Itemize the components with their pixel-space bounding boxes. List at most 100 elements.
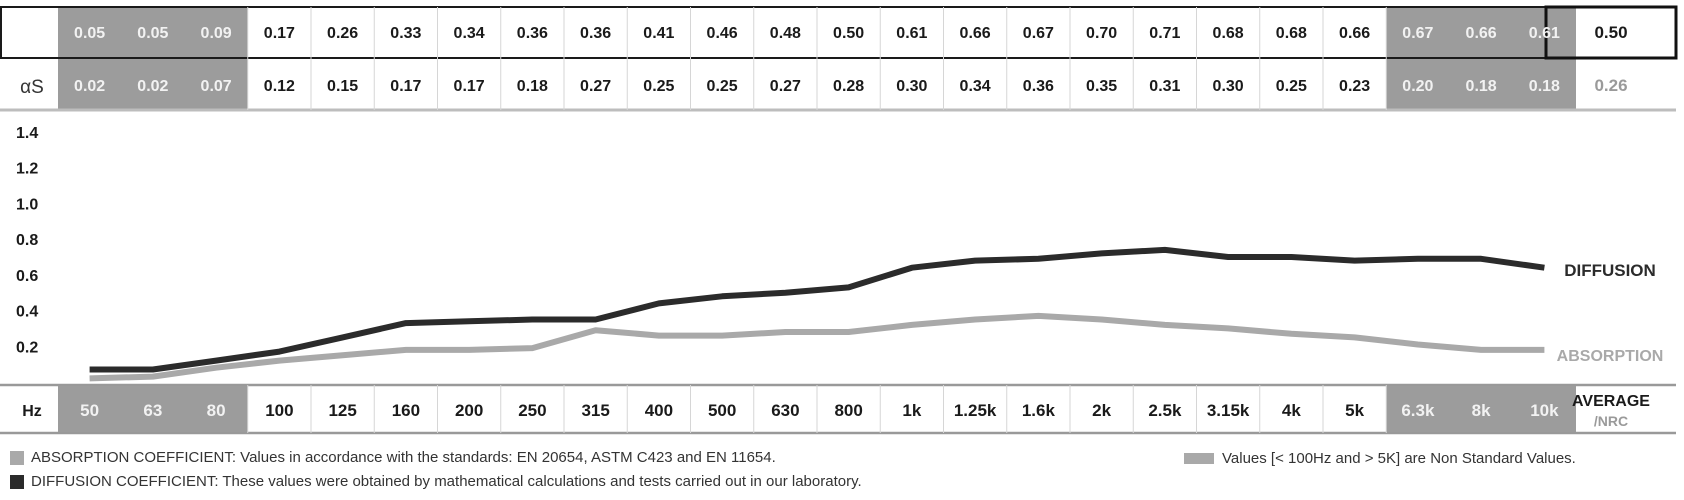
diffusion-value: 0.17 — [264, 25, 295, 42]
x-tick-label: 4k — [1282, 401, 1301, 420]
y-tick-label: 1.2 — [16, 161, 38, 178]
diffusion-value: 0.46 — [707, 25, 738, 42]
absorption-value: 0.30 — [1213, 78, 1244, 95]
legend-nonstandard: Values [< 100Hz and > 5K] are Non Standa… — [1184, 450, 1576, 467]
nonstandard-band-hz-1 — [1386, 385, 1576, 433]
x-tick-label: 63 — [143, 401, 162, 420]
diffusion-value: 0.66 — [1339, 25, 1370, 42]
x-tick-label: 50 — [80, 401, 99, 420]
x-tick-label: 1k — [902, 401, 921, 420]
absorption-value: 0.20 — [1402, 78, 1433, 95]
x-tick-label: 2.5k — [1148, 401, 1182, 420]
diffusion-value: 0.33 — [390, 25, 421, 42]
diffusion-value: 0.67 — [1402, 25, 1433, 42]
x-tick-label: 125 — [328, 401, 356, 420]
absorption-average-value: 0.26 — [1594, 76, 1627, 95]
x-tick-label: 1.25k — [954, 401, 997, 420]
nonstandard-swatch — [1184, 453, 1214, 464]
legend-diffusion-text: DIFFUSION COEFFICIENT: These values were… — [31, 473, 862, 490]
x-tick-label: 8k — [1472, 401, 1491, 420]
absorption-value: 0.27 — [580, 78, 611, 95]
absorption-value: 0.02 — [74, 78, 105, 95]
y-tick-label: 1.0 — [16, 196, 38, 213]
diffusion-value: 0.66 — [1466, 25, 1497, 42]
y-tick-label: 0.8 — [16, 232, 38, 249]
legend-diffusion: DIFFUSION COEFFICIENT: These values were… — [10, 473, 862, 490]
absorption-value: 0.17 — [390, 78, 421, 95]
absorption-value: 0.35 — [1086, 78, 1117, 95]
diffusion-value: 0.68 — [1276, 25, 1307, 42]
diffusion-value: 0.26 — [327, 25, 358, 42]
diffusion-value: 0.34 — [454, 25, 485, 42]
x-tick-label: 10k — [1530, 401, 1559, 420]
diffusion-value: 0.67 — [1023, 25, 1054, 42]
absorption-value: 0.30 — [896, 78, 927, 95]
absorption-value: 0.07 — [201, 78, 232, 95]
diffusion-value: 0.05 — [137, 25, 168, 42]
x-tick-label: 80 — [207, 401, 226, 420]
diffusion-line — [89, 246, 1545, 373]
diffusion-series-label: DIFFUSION — [1564, 261, 1656, 280]
legend-nonstandard-text: Values [< 100Hz and > 5K] are Non Standa… — [1222, 450, 1576, 467]
diffusion-value: 0.50 — [833, 25, 864, 42]
absorption-row-label: αS — [20, 77, 44, 98]
absorption-value: 0.25 — [643, 78, 674, 95]
absorption-swatch — [10, 450, 24, 465]
legend-absorption-text: ABSORPTION COEFFICIENT: Values in accord… — [31, 449, 776, 466]
y-tick-label: 0.6 — [16, 268, 38, 285]
absorption-value: 0.18 — [1529, 78, 1560, 95]
x-tick-label: 160 — [392, 401, 420, 420]
x-tick-label: 5k — [1345, 401, 1364, 420]
diffusion-value: 0.61 — [896, 25, 927, 42]
average-label: AVERAGE — [1572, 393, 1650, 410]
average-diffusion-box — [1544, 5, 1678, 60]
diffusion-value: 0.09 — [201, 25, 232, 42]
absorption-value: 0.25 — [1276, 78, 1307, 95]
absorption-value: 0.25 — [707, 78, 738, 95]
absorption-line — [89, 312, 1545, 382]
diffusion-value: 0.05 — [74, 25, 105, 42]
absorption-value: 0.23 — [1339, 78, 1370, 95]
x-tick-label: 200 — [455, 401, 483, 420]
nonstandard-band-hz-0 — [58, 385, 248, 433]
absorption-value: 0.36 — [1023, 78, 1054, 95]
diffusion-value: 0.36 — [580, 25, 611, 42]
diffusion-value: 0.70 — [1086, 25, 1117, 42]
absorption-value: 0.18 — [1466, 78, 1497, 95]
x-tick-label: 1.6k — [1022, 401, 1056, 420]
diffusion-value: 0.41 — [643, 25, 674, 42]
absorption-value: 0.02 — [137, 78, 168, 95]
x-tick-label: 500 — [708, 401, 736, 420]
diffusion-value: 0.36 — [517, 25, 548, 42]
x-tick-label: 100 — [265, 401, 293, 420]
x-tick-label: 250 — [518, 401, 546, 420]
diffusion-value: 0.61 — [1529, 25, 1560, 42]
x-tick-label: 6.3k — [1401, 401, 1435, 420]
absorption-value: 0.12 — [264, 78, 295, 95]
absorption-value: 0.34 — [960, 78, 991, 95]
x-tick-label: 2k — [1092, 401, 1111, 420]
x-tick-label: 400 — [645, 401, 673, 420]
diffusion-value: 0.66 — [960, 25, 991, 42]
x-tick-label: 315 — [581, 401, 609, 420]
absorption-value: 0.27 — [770, 78, 801, 95]
x-axis-label: Hz — [22, 403, 42, 420]
absorption-value: 0.28 — [833, 78, 864, 95]
x-tick-label: 800 — [834, 401, 862, 420]
absorption-series-label: ABSORPTION — [1557, 348, 1664, 365]
diffusion-average-value: 0.50 — [1594, 23, 1627, 42]
y-tick-label: 1.4 — [16, 125, 38, 142]
diffusion-value: 0.68 — [1213, 25, 1244, 42]
nrc-label: /NRC — [1594, 413, 1628, 429]
absorption-value: 0.15 — [327, 78, 358, 95]
y-tick-label: 0.4 — [16, 304, 38, 321]
legend-absorption: ABSORPTION COEFFICIENT: Values in accord… — [10, 449, 776, 466]
diffusion-value: 0.71 — [1149, 25, 1180, 42]
absorption-value: 0.18 — [517, 78, 548, 95]
absorption-value: 0.31 — [1149, 78, 1180, 95]
x-tick-label: 630 — [771, 401, 799, 420]
diffusion-swatch — [10, 474, 24, 489]
y-tick-label: 0.2 — [16, 339, 38, 356]
absorption-value: 0.17 — [454, 78, 485, 95]
